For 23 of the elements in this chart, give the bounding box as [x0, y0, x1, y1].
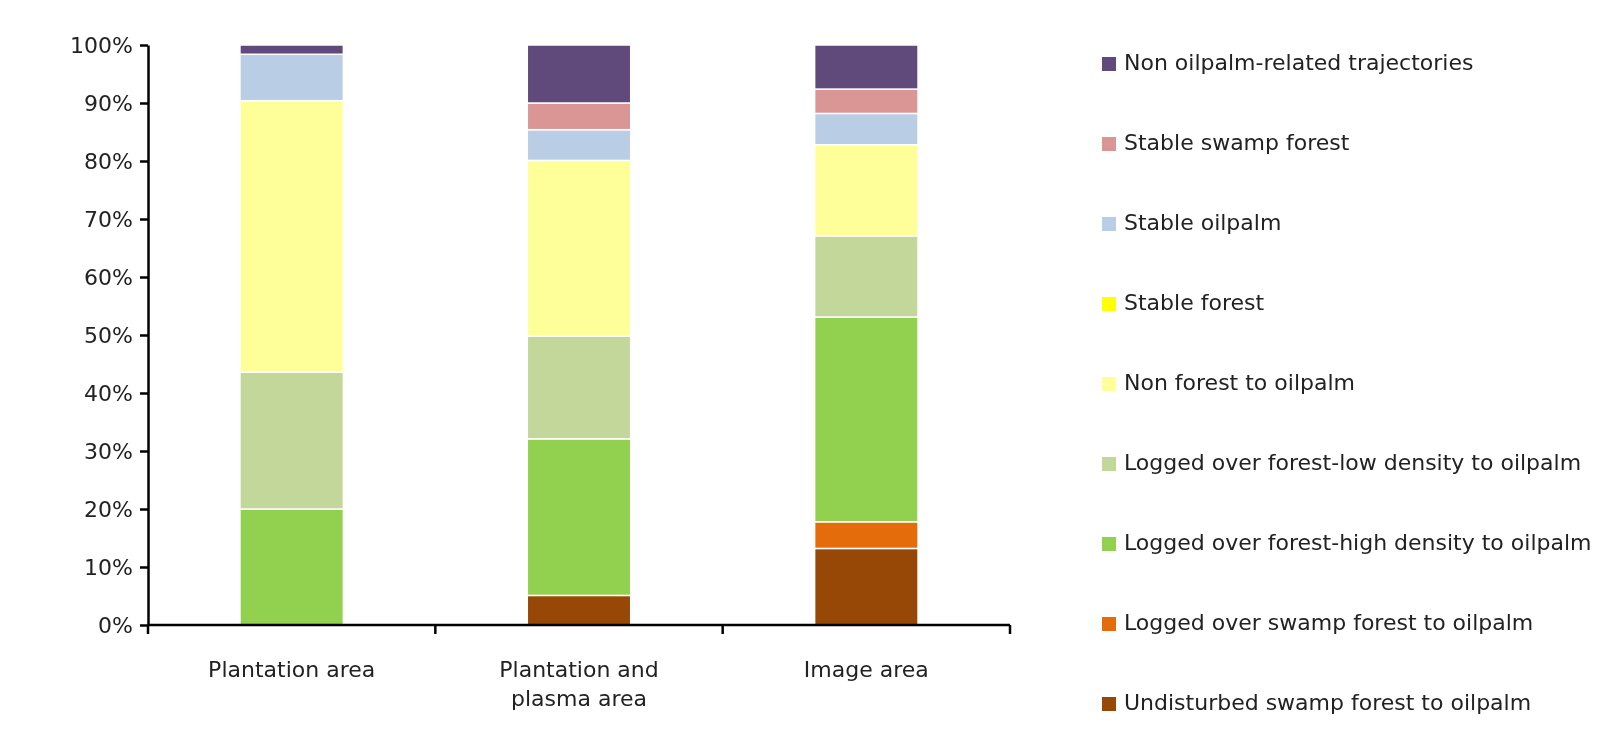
y-tick-label: 30% [84, 438, 133, 464]
legend-label: Undisturbed swamp forest to oilpalm [1124, 690, 1532, 715]
legend-label: Stable forest [1124, 290, 1265, 315]
y-tick-label: 80% [84, 148, 133, 174]
x-tick-label: Image area [803, 657, 929, 682]
legend-label: Logged over forest-high density to oilpalm [1124, 530, 1592, 555]
x-tick-label: Plantation and plasma area [499, 657, 659, 711]
y-tick-label: 10% [84, 554, 133, 580]
y-tick-label: 60% [84, 264, 133, 290]
x-tick-label: Plantation area [208, 657, 376, 682]
y-tick-label: 70% [84, 206, 133, 232]
y-tick-label: 90% [84, 90, 133, 116]
legend-label: Stable oilpalm [1124, 210, 1282, 235]
legend-label: Non forest to oilpalm [1124, 370, 1355, 395]
y-tick-label: 40% [84, 380, 133, 406]
y-tick-label: 50% [84, 322, 133, 348]
legend-label: Logged over forest-low density to oilpalm [1124, 450, 1582, 475]
legend-label: Logged over swamp forest to oilpalm [1124, 610, 1534, 635]
legend-label: Stable swamp forest [1124, 130, 1350, 155]
legend-label: Non oilpalm-related trajectories [1124, 50, 1474, 75]
y-tick-label: 0% [98, 612, 133, 638]
y-tick-label: 20% [84, 496, 133, 522]
y-tick-label: 100% [70, 32, 133, 58]
